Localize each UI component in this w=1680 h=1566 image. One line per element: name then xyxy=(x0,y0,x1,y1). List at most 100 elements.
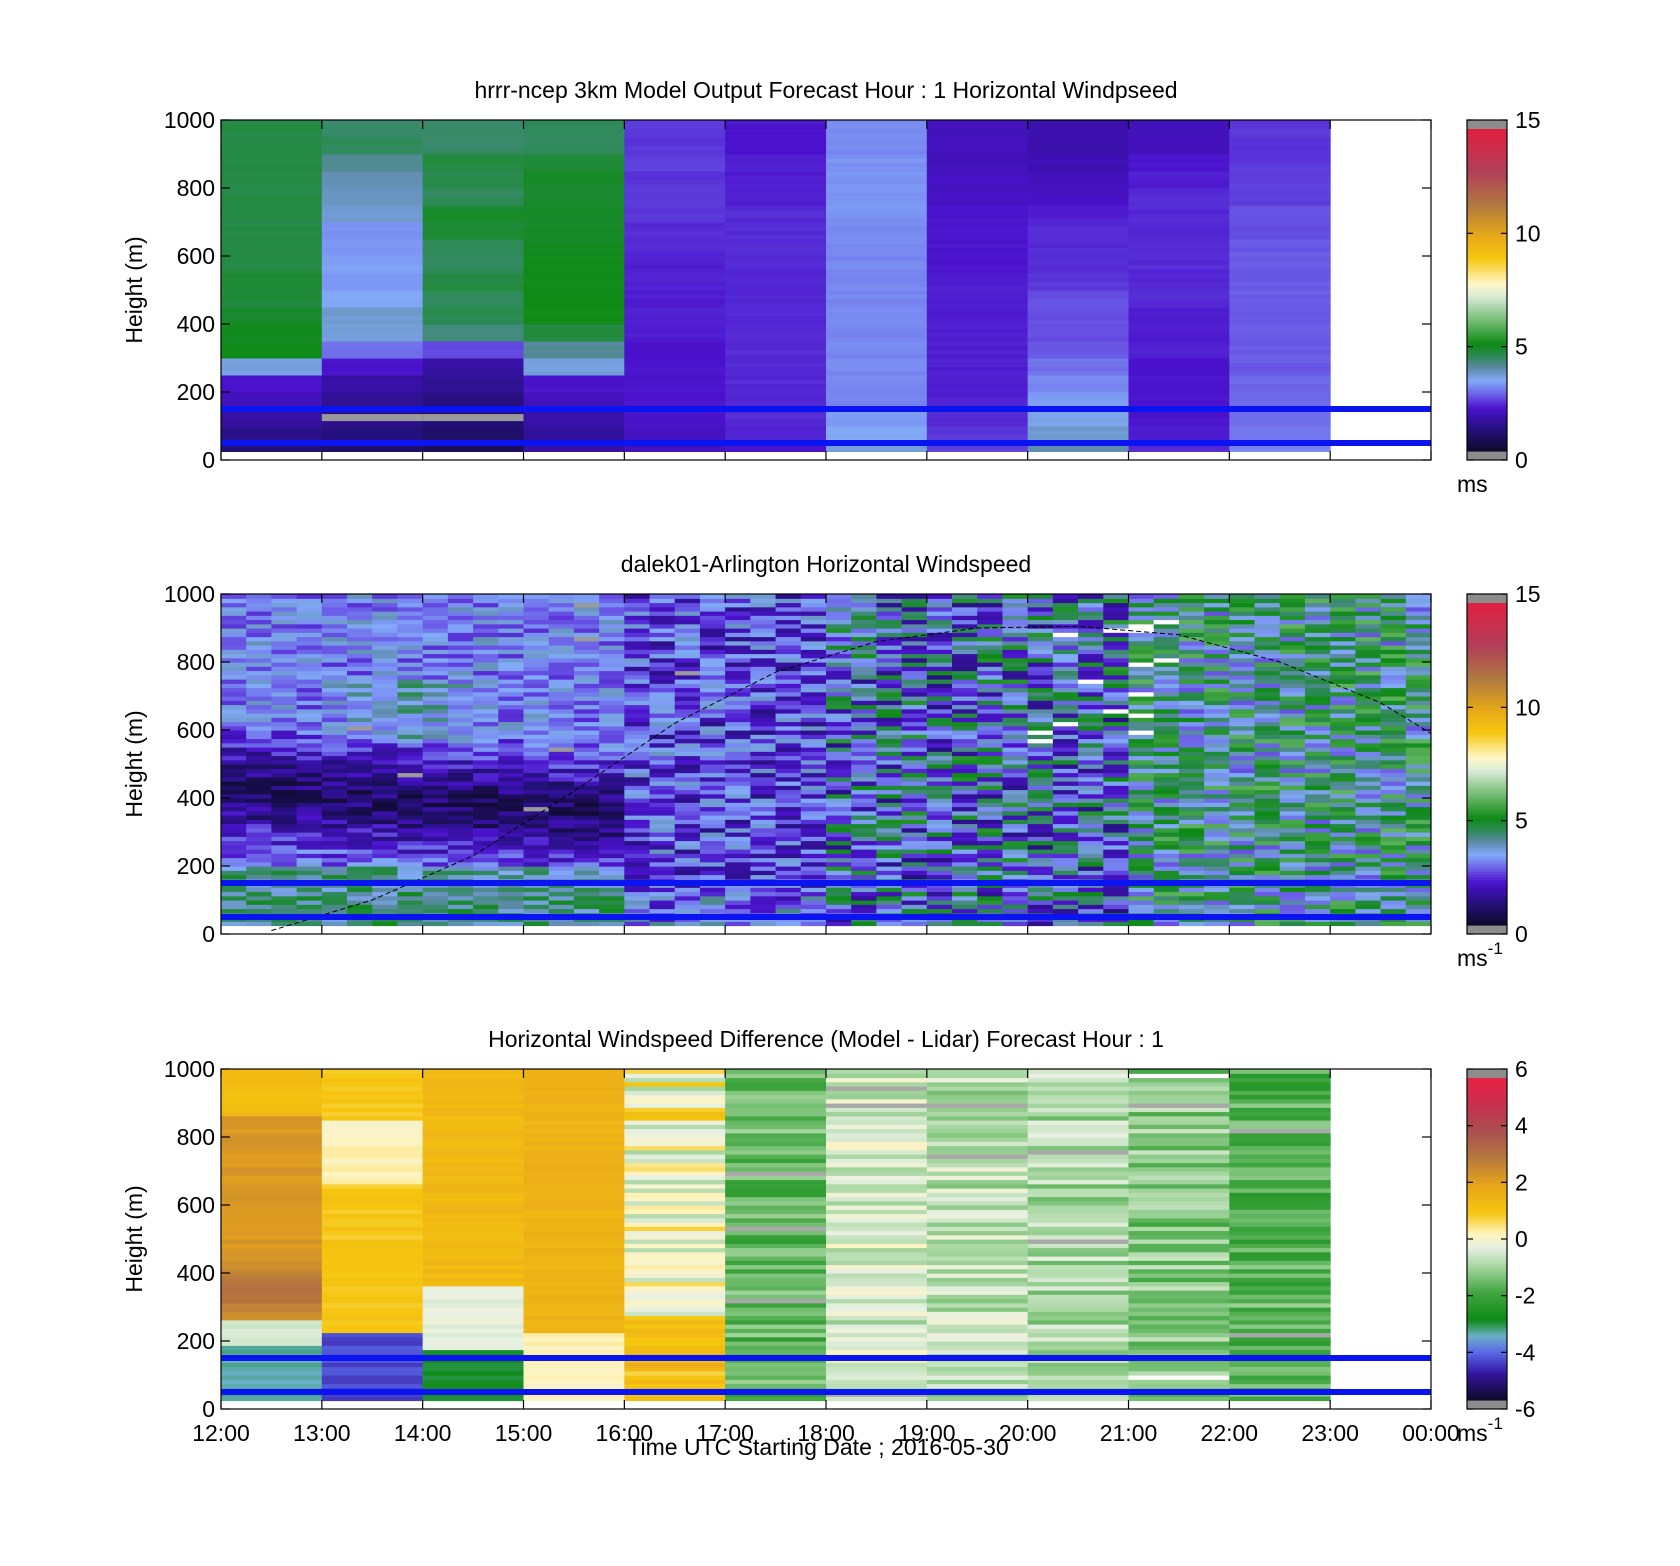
heatmap-cell xyxy=(1154,709,1180,714)
heatmap-cell xyxy=(1002,679,1028,684)
heatmap-cell xyxy=(524,904,550,909)
heatmap-cell xyxy=(448,832,474,837)
heatmap-cell xyxy=(448,671,474,676)
heatmap-cell xyxy=(1229,722,1255,727)
heatmap-cell xyxy=(675,841,701,846)
heatmap-cell xyxy=(1280,773,1306,778)
heatmap-cell xyxy=(1053,615,1079,620)
heatmap-cell xyxy=(1255,785,1281,790)
heatmap-cell xyxy=(322,434,423,439)
heatmap-cell xyxy=(574,781,600,786)
heatmap-cell xyxy=(1129,413,1230,418)
heatmap-cell xyxy=(1002,904,1028,909)
heatmap-cell xyxy=(1280,807,1306,812)
heatmap-cell xyxy=(397,777,423,782)
heatmap-cell xyxy=(1280,692,1306,697)
heatmap-cell xyxy=(599,628,625,633)
heatmap-cell xyxy=(624,392,725,397)
heatmap-cell xyxy=(297,620,323,625)
heatmap-cell xyxy=(725,598,751,603)
heatmap-cell xyxy=(1103,760,1129,765)
heatmap-cell xyxy=(826,892,852,897)
heatmap-cell xyxy=(1002,921,1028,926)
heatmap-cell xyxy=(549,904,575,909)
heatmap-cell xyxy=(1330,832,1356,837)
heatmap-cell xyxy=(372,679,398,684)
heatmap-cell xyxy=(473,815,499,820)
heatmap-cell xyxy=(498,700,524,705)
heatmap-cell xyxy=(826,717,852,722)
heatmap-cell xyxy=(322,632,348,637)
heatmap-cell xyxy=(549,875,575,880)
heatmap-cell xyxy=(221,624,247,629)
heatmap-cell xyxy=(927,709,953,714)
heatmap-cell xyxy=(1154,777,1180,782)
heatmap-cell xyxy=(826,828,852,833)
heatmap-cell xyxy=(1129,418,1230,423)
heatmap-cell xyxy=(1330,858,1356,863)
heatmap-cell xyxy=(675,811,701,816)
heatmap-cell xyxy=(1229,333,1330,338)
heatmap-cell xyxy=(1229,158,1330,163)
heatmap-cell xyxy=(1406,700,1432,705)
heatmap-cell xyxy=(1255,853,1281,858)
heatmap-cell xyxy=(423,824,449,829)
heatmap-cell xyxy=(1078,870,1104,875)
heatmap-cell xyxy=(1406,790,1432,795)
heatmap-cell xyxy=(1053,662,1079,667)
heatmap-cell xyxy=(322,426,423,431)
heatmap-cell xyxy=(221,371,322,376)
heatmap-cell xyxy=(952,700,978,705)
heatmap-cell xyxy=(801,607,827,612)
heatmap-cell xyxy=(902,645,928,650)
heatmap-cell xyxy=(1330,666,1356,671)
heatmap-cell xyxy=(624,171,725,176)
heatmap-cell xyxy=(423,700,449,705)
heatmap-cell xyxy=(549,611,575,616)
heatmap-cell xyxy=(750,628,776,633)
heatmap-cell xyxy=(624,384,725,389)
heatmap-cell xyxy=(524,849,550,854)
heatmap-cell xyxy=(297,811,323,816)
heatmap-cell xyxy=(952,811,978,816)
heatmap-cell xyxy=(1204,892,1230,897)
heatmap-cell xyxy=(700,615,726,620)
heatmap-cell xyxy=(1305,743,1331,748)
heatmap-cell xyxy=(1129,124,1230,129)
heatmap-cell xyxy=(1255,751,1281,756)
heatmap-cell xyxy=(1355,603,1381,608)
heatmap-cell xyxy=(826,367,927,372)
heatmap-cell xyxy=(297,658,323,663)
heatmap-cell xyxy=(927,248,1028,253)
heatmap-cell xyxy=(624,214,725,219)
heatmap-cell xyxy=(750,802,776,807)
heatmap-cell xyxy=(524,354,625,359)
heatmap-cell xyxy=(1229,892,1255,897)
heatmap-cell xyxy=(826,401,927,406)
heatmap-cell xyxy=(372,654,398,659)
heatmap-cell xyxy=(826,866,852,871)
heatmap-cell xyxy=(1078,862,1104,867)
heatmap-cell xyxy=(423,896,449,901)
heatmap-cell xyxy=(1053,866,1079,871)
heatmap-cell xyxy=(750,849,776,854)
heatmap-cell xyxy=(397,832,423,837)
heatmap-cell xyxy=(750,692,776,697)
heatmap-cell xyxy=(700,675,726,680)
heatmap-cell xyxy=(776,896,802,901)
heatmap-cell xyxy=(650,819,676,824)
heatmap-cell xyxy=(750,819,776,824)
heatmap-cell xyxy=(1129,141,1230,146)
heatmap-cell xyxy=(1154,849,1180,854)
heatmap-cell xyxy=(1078,824,1104,829)
heatmap-cell xyxy=(851,892,877,897)
heatmap-cell xyxy=(952,705,978,710)
heatmap-cell xyxy=(624,277,725,282)
heatmap-cell xyxy=(1305,747,1331,752)
heatmap-cell xyxy=(801,921,827,926)
heatmap-cell xyxy=(801,620,827,625)
heatmap-cell xyxy=(700,662,726,667)
heatmap-cell xyxy=(952,739,978,744)
heatmap-cell xyxy=(826,705,852,710)
heatmap-cell xyxy=(675,892,701,897)
